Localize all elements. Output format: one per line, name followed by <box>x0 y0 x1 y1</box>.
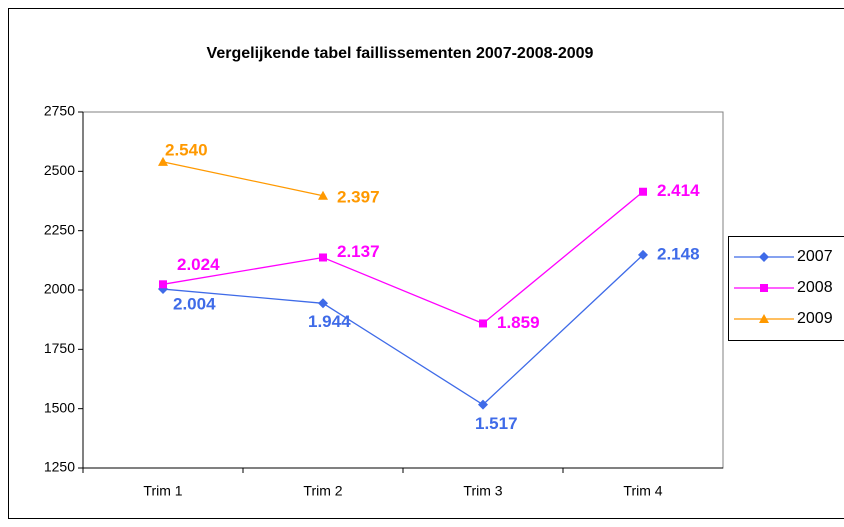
legend-label: 2007 <box>797 248 833 265</box>
value-label: 2.137 <box>337 242 380 261</box>
legend-marker <box>759 314 769 323</box>
value-label: 1.944 <box>308 312 351 331</box>
data-point <box>318 190 328 200</box>
y-tick-label: 1250 <box>44 459 75 475</box>
y-tick-label: 2250 <box>44 221 75 237</box>
y-tick-label: 1750 <box>44 340 75 356</box>
chart-title: Vergelijkende tabel faillissementen 2007… <box>207 45 594 62</box>
legend-label: 2008 <box>797 279 833 296</box>
legend-marker <box>760 284 768 292</box>
data-point <box>479 319 487 328</box>
series-line <box>162 161 324 197</box>
data-point <box>478 399 488 410</box>
x-tick-label: Trim 3 <box>463 483 502 499</box>
value-label: 2.148 <box>657 244 700 263</box>
value-label: 2.540 <box>165 140 208 159</box>
data-point <box>318 298 328 309</box>
y-tick-label: 2750 <box>44 103 75 119</box>
data-point <box>638 249 648 260</box>
legend-marker <box>759 252 769 262</box>
y-tick-label: 2000 <box>44 281 75 297</box>
data-point <box>319 253 327 262</box>
y-tick-label: 1500 <box>44 399 75 415</box>
data-point <box>158 156 168 166</box>
y-tick-label: 2500 <box>44 162 75 178</box>
value-label: 2.004 <box>173 295 216 314</box>
x-tick-label: Trim 2 <box>303 483 342 499</box>
value-label: 2.397 <box>337 187 380 206</box>
legend-label: 2009 <box>797 310 833 327</box>
x-tick-label: Trim 4 <box>623 483 662 499</box>
x-tick-label: Trim 1 <box>143 483 182 499</box>
series-line <box>162 254 644 406</box>
value-label: 2.024 <box>177 255 220 274</box>
data-point <box>639 187 647 196</box>
value-label: 1.859 <box>497 313 540 332</box>
value-label: 2.414 <box>657 181 700 200</box>
series-line <box>162 191 644 325</box>
value-label: 1.517 <box>475 414 518 433</box>
data-point <box>159 280 167 289</box>
